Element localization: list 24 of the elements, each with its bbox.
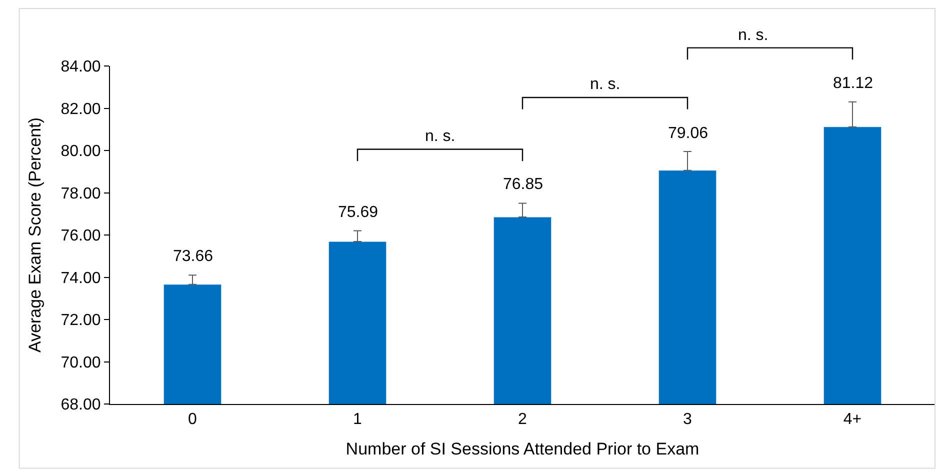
y-tick-label: 80.00 — [60, 143, 101, 160]
data-label: 81.12 — [833, 75, 874, 92]
annotation: n. s. — [425, 128, 456, 145]
y-tick-label: 84.00 — [60, 58, 101, 76]
y-axis-title: Average Exam Score (Percent) — [25, 118, 44, 352]
data-label: 73.66 — [173, 248, 214, 265]
y-tick-label: 72.00 — [60, 312, 101, 330]
data-label: 76.85 — [503, 176, 544, 193]
x-tick-label: 3 — [683, 411, 692, 428]
text: n. s. — [738, 27, 768, 44]
y-tick-label: 70.00 — [60, 354, 101, 372]
data-label: 75.69 — [338, 204, 378, 221]
x-tick-label: 2 — [518, 411, 528, 428]
y-tick-label: 82.00 — [60, 100, 101, 118]
x-tick-label: 0 — [188, 411, 198, 428]
data-label: 79.06 — [668, 125, 708, 142]
x-axis-title: Number of SI Sessions Attended Prior to Exam — [346, 440, 700, 459]
y-tick-label: 78.00 — [60, 185, 101, 202]
annotation: n. s. — [590, 76, 620, 93]
x-tick-label: 1 — [353, 411, 362, 428]
y-tick-label: 68.00 — [60, 396, 101, 414]
y-tick-label: 74.00 — [60, 270, 101, 287]
x-tick-label: 4+ — [843, 411, 862, 428]
y-tick-label: 76.00 — [60, 228, 101, 245]
